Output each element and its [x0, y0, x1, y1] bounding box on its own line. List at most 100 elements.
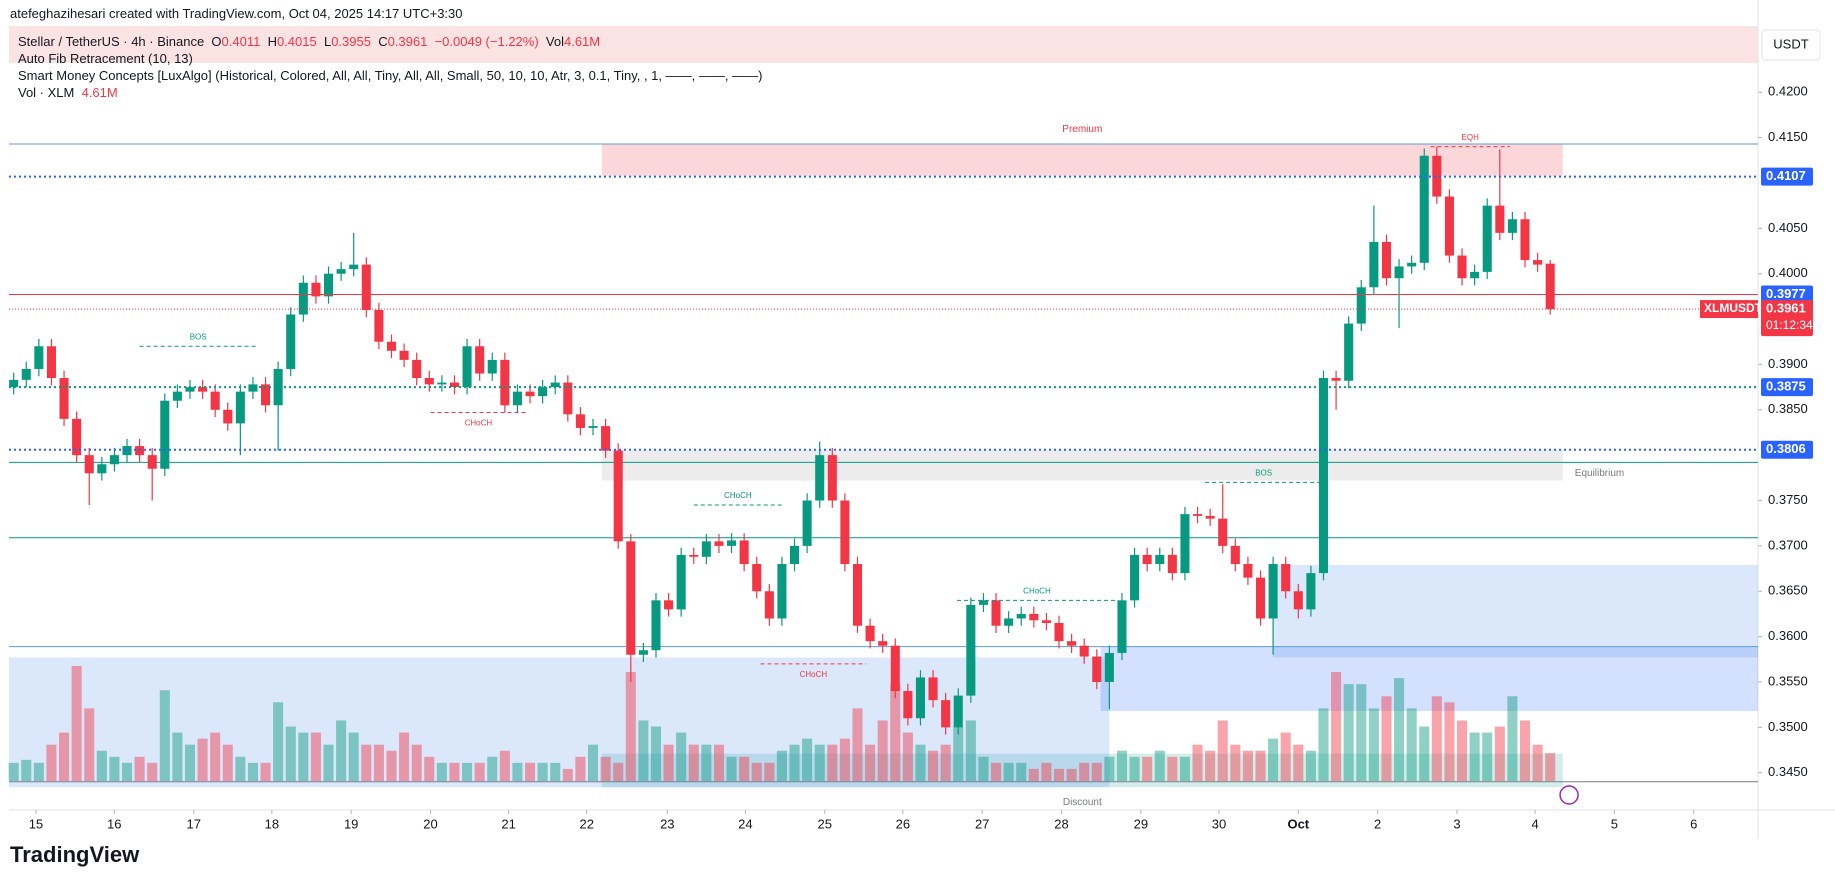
indicator[interactable]: Auto Fib Retracement (10, 13)	[18, 51, 193, 66]
indicator[interactable]: Smart Money Concepts [LuxAlgo] (Historic…	[18, 68, 763, 83]
volume-bar	[1129, 756, 1140, 781]
volume-bar	[1066, 768, 1077, 781]
volume-bar	[650, 726, 662, 781]
candle-body	[172, 391, 182, 401]
zone-label: Discount	[1063, 797, 1102, 808]
change: −0.0049 (−1.22%)	[434, 34, 539, 49]
volume-bar	[764, 762, 775, 781]
x-tick-label: Oct	[1287, 816, 1309, 831]
volume-bar	[273, 702, 284, 781]
zone-label: Premium	[1062, 124, 1102, 135]
volume-bar	[1091, 762, 1102, 781]
candle-body	[525, 391, 535, 397]
volume-bar	[701, 744, 712, 781]
indicator-name: Vol · XLM	[18, 85, 75, 100]
x-tick-label: 26	[896, 816, 910, 831]
volume-bar	[399, 732, 410, 781]
volume-bar	[235, 756, 246, 781]
volume-bar	[1293, 744, 1304, 781]
candle-body	[852, 564, 863, 626]
volume-bar	[260, 762, 271, 781]
volume-bar	[1381, 696, 1392, 781]
candle-body	[1470, 271, 1480, 279]
volume-bar	[1456, 720, 1468, 781]
candle-body	[777, 564, 787, 619]
volume-bar	[222, 744, 233, 781]
zone-label: Equilibrium	[1575, 468, 1624, 479]
candle-body	[475, 346, 485, 374]
candle-body	[928, 677, 938, 701]
logo: TradingView	[10, 842, 140, 867]
x-tick-label: 5	[1611, 816, 1618, 831]
candle-body	[1318, 378, 1329, 574]
structure-label: CHoCH	[465, 419, 493, 428]
volume-bar	[1368, 708, 1379, 781]
y-tick-label: 0.4050	[1768, 220, 1808, 235]
candle-body	[1104, 652, 1114, 682]
volume-bar	[600, 756, 611, 781]
volume-bar	[84, 708, 95, 781]
candle-body	[374, 309, 384, 342]
volume-bar	[310, 732, 321, 781]
volume-bar	[524, 762, 536, 781]
currency-box[interactable]	[1761, 29, 1821, 61]
volume-bar	[638, 720, 649, 781]
candle-body	[1545, 263, 1555, 310]
volume-bar	[1003, 762, 1014, 781]
volume-bar	[575, 756, 586, 781]
candle-body	[878, 641, 888, 646]
volume-bar	[1331, 672, 1342, 781]
x-tick-label: 27	[975, 816, 989, 831]
volume-bar	[474, 762, 485, 781]
volume-bar	[1268, 738, 1279, 781]
candle-body	[840, 500, 850, 565]
volume-bar	[676, 732, 687, 781]
volume-bar	[449, 762, 460, 781]
x-tick-label: 6	[1690, 816, 1697, 831]
candle-body	[1495, 205, 1505, 233]
zone	[9, 657, 1110, 788]
zone	[1273, 564, 1758, 658]
candle-body	[160, 400, 170, 469]
volume-bar	[1507, 696, 1518, 781]
volume-bar	[1482, 732, 1493, 781]
volume-bar	[121, 762, 133, 781]
candle-body	[46, 346, 56, 379]
h-value: 0.4015	[276, 34, 317, 49]
volume-bar	[562, 768, 573, 781]
volume-bar	[1532, 744, 1543, 781]
candle-body	[1117, 600, 1127, 653]
x-tick-label: 18	[265, 816, 279, 831]
indicator[interactable]: Vol · XLM 4.61M	[18, 85, 118, 100]
price-line-label-bg	[1761, 378, 1813, 397]
volume-bar	[323, 744, 334, 781]
legend-band	[9, 26, 1758, 63]
volume-bar	[499, 750, 510, 781]
currency: USDT	[1773, 36, 1808, 51]
candle-body	[462, 346, 472, 388]
candle-body	[865, 625, 875, 642]
candle-body	[248, 384, 258, 392]
volume-bar	[462, 762, 473, 781]
volume-bar	[46, 744, 57, 781]
structure-label: CHoCH	[724, 491, 752, 500]
volume-bar	[1318, 708, 1329, 781]
candle-body	[349, 264, 359, 270]
candle-body	[1054, 623, 1064, 642]
y-tick-label: 0.3850	[1768, 401, 1808, 416]
structure-label: CHoCH	[800, 670, 828, 679]
volume-bar	[8, 762, 19, 781]
volume-bar	[953, 726, 964, 781]
o-label: O	[211, 34, 222, 49]
candle-body	[613, 450, 623, 542]
y-tick-label: 0.3900	[1768, 356, 1808, 371]
volume-bar	[1104, 756, 1115, 781]
candle-body	[1507, 219, 1517, 233]
volume-bar	[751, 762, 762, 781]
candle-body	[903, 691, 913, 719]
x-tick-label: 16	[107, 816, 121, 831]
candle-body	[550, 382, 560, 388]
volume-bar	[512, 762, 523, 781]
candle-body	[1369, 241, 1379, 288]
volume-bar	[1545, 753, 1556, 781]
